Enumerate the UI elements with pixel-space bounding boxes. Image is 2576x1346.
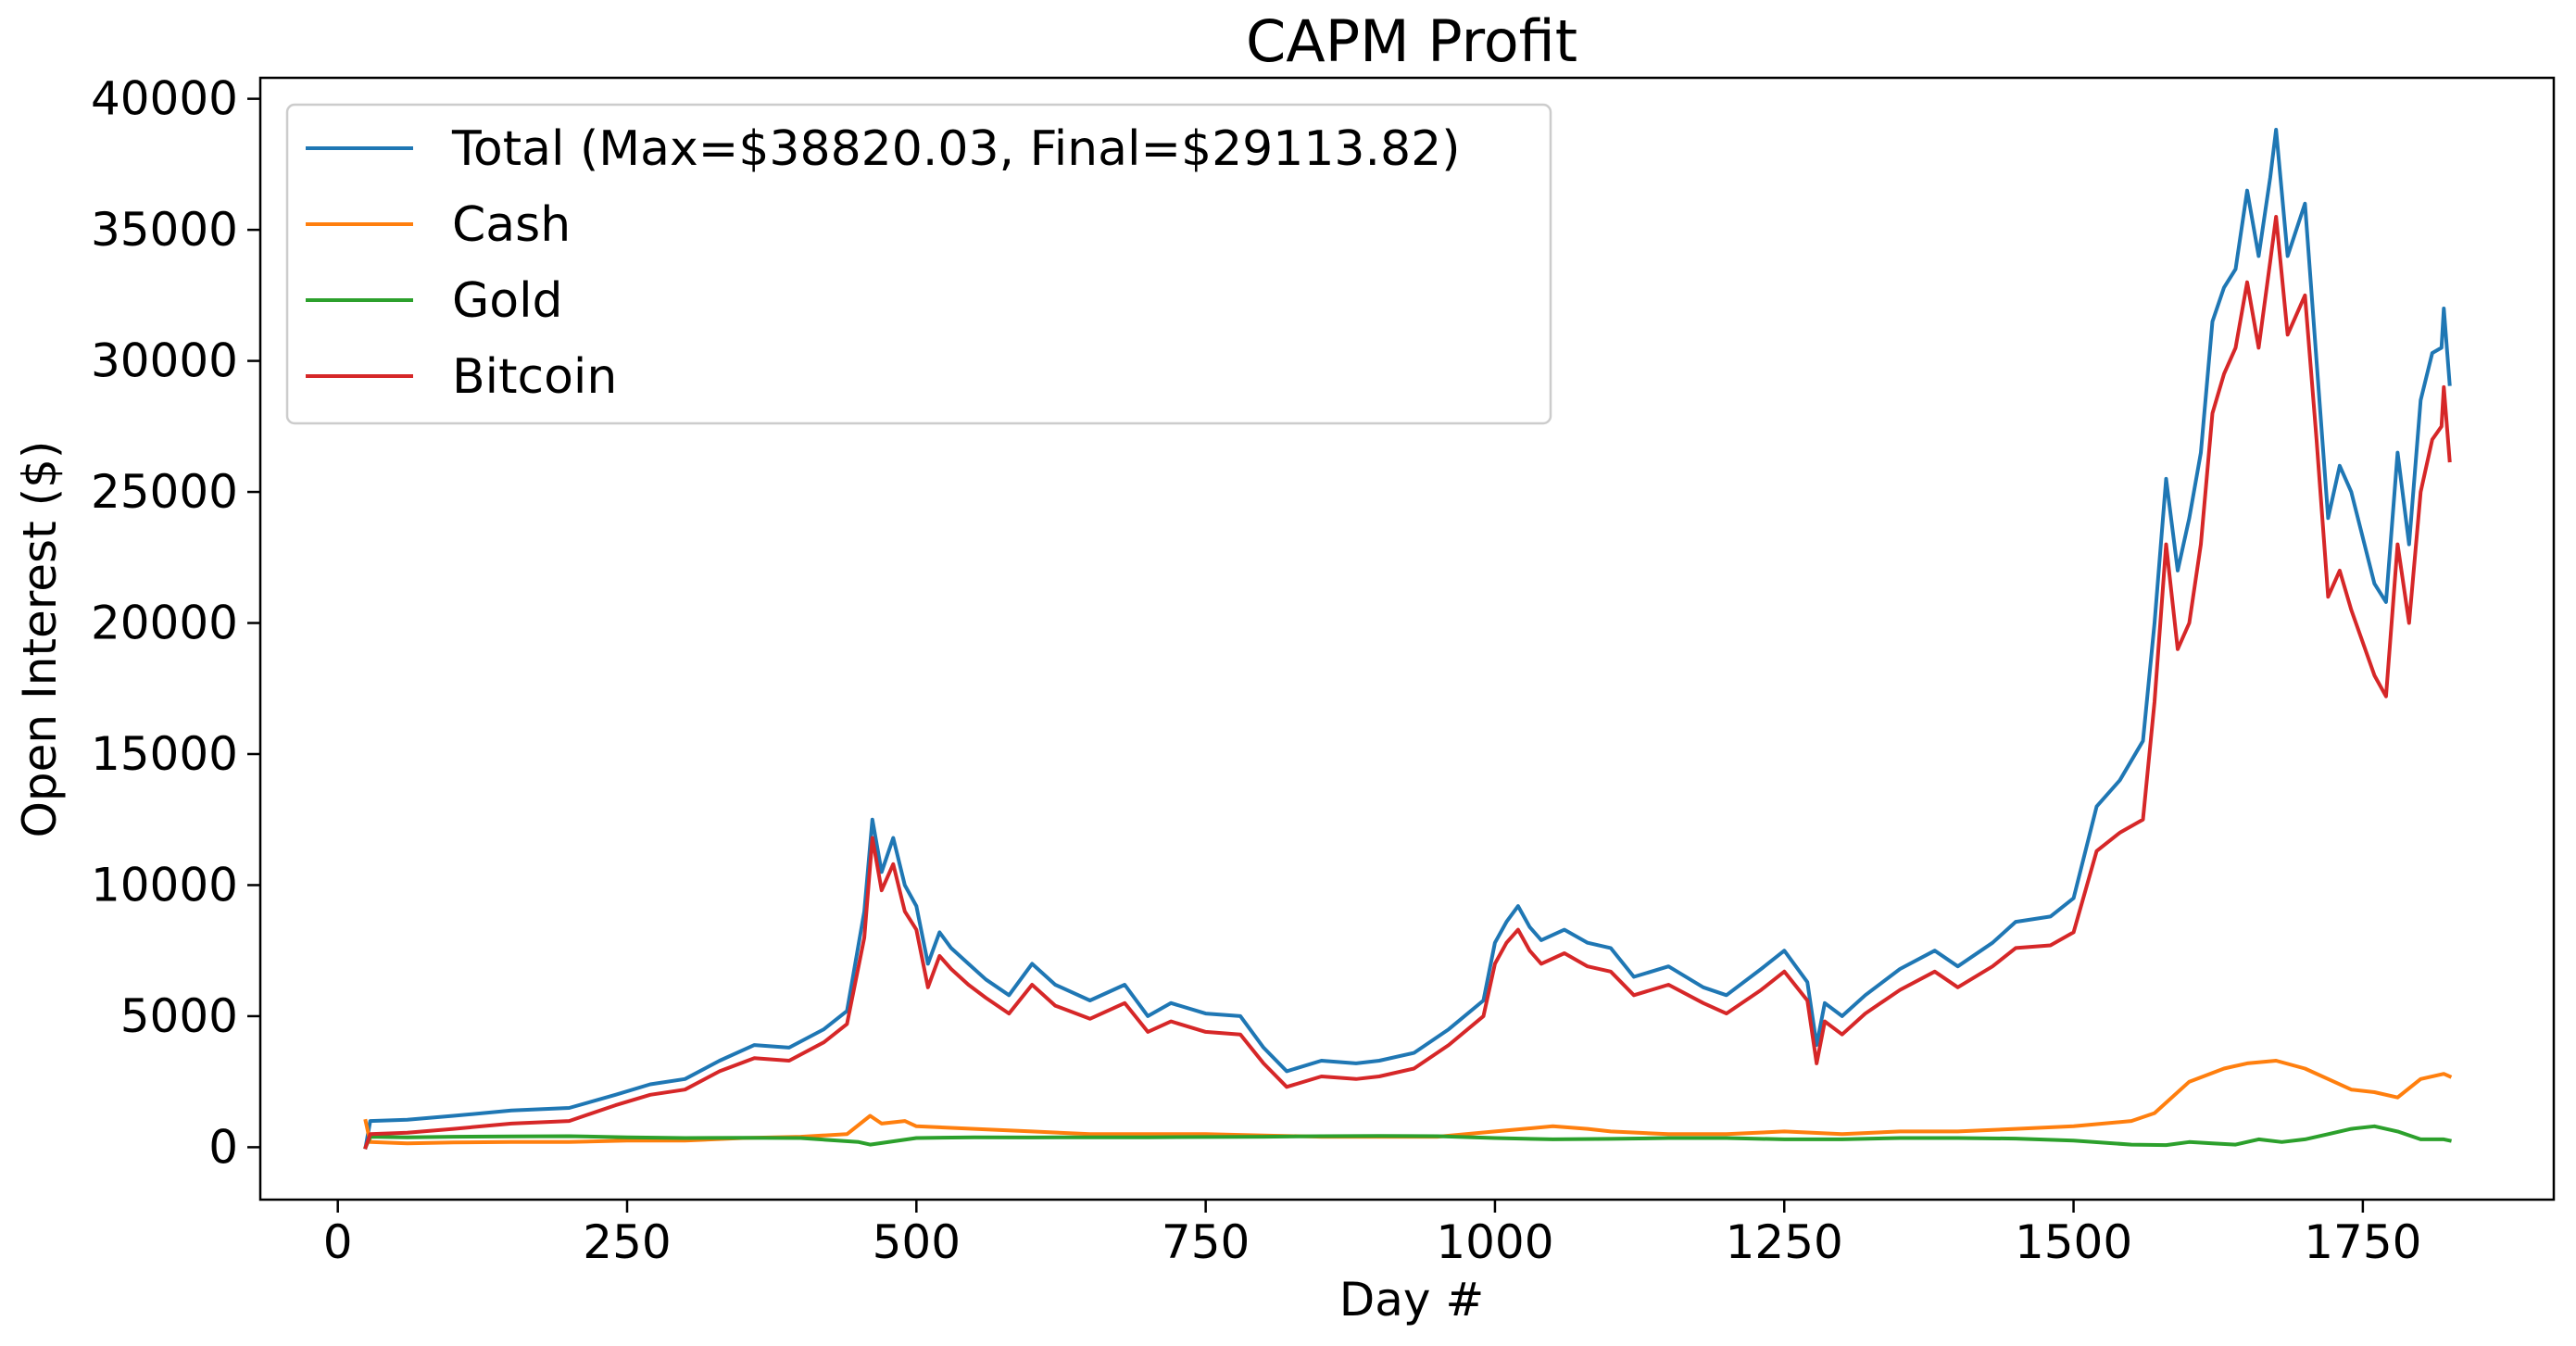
y-tick-label: 15000 xyxy=(91,727,238,781)
plot-area-frame xyxy=(258,76,2556,1201)
series-layer xyxy=(363,128,2453,1151)
y-axis: 0 5000 10000 15000 20000 25000 30000 35000 40000 xyxy=(91,72,260,1174)
legend: Total (Max=$38820.03, Final=$29113.82) Ca… xyxy=(285,103,1552,425)
x-tick-label: 1000 xyxy=(1436,1215,1553,1269)
series-line-3 xyxy=(363,215,2452,1150)
y-tick-label: 40000 xyxy=(91,72,238,126)
x-axis-title: Day # xyxy=(1339,1273,1485,1327)
y-tick-label: 30000 xyxy=(91,334,238,388)
chart-title: CAPM Profit xyxy=(1246,7,1577,75)
series-line-2 xyxy=(363,1124,2452,1151)
y-tick-label: 0 xyxy=(208,1120,238,1174)
legend-label-0: Total (Max=$38820.03, Final=$29113.82) xyxy=(451,121,1461,177)
y-tick-label: 35000 xyxy=(91,203,238,257)
x-tick-label: 500 xyxy=(873,1215,961,1269)
x-tick-label: 1250 xyxy=(1726,1215,1843,1269)
x-tick-label: 1750 xyxy=(2304,1215,2421,1269)
series-line-0 xyxy=(363,128,2452,1150)
y-tick-label: 25000 xyxy=(91,465,238,519)
y-tick-label: 20000 xyxy=(91,597,238,650)
y-tick-label: 5000 xyxy=(120,989,238,1043)
legend-frame xyxy=(285,103,1552,425)
x-axis: 0 250 500 750 1000 1250 1500 1750 xyxy=(323,1200,2421,1269)
x-tick-label: 750 xyxy=(1162,1215,1250,1269)
x-tick-label: 1500 xyxy=(2015,1215,2132,1269)
legend-label-2: Gold xyxy=(452,273,563,329)
x-tick-label: 250 xyxy=(583,1215,671,1269)
x-tick-label: 0 xyxy=(323,1215,353,1269)
legend-label-3: Bitcoin xyxy=(452,349,617,405)
y-axis-title: Open Interest ($) xyxy=(13,441,67,838)
y-tick-label: 10000 xyxy=(91,858,238,912)
legend-label-1: Cash xyxy=(452,197,571,253)
